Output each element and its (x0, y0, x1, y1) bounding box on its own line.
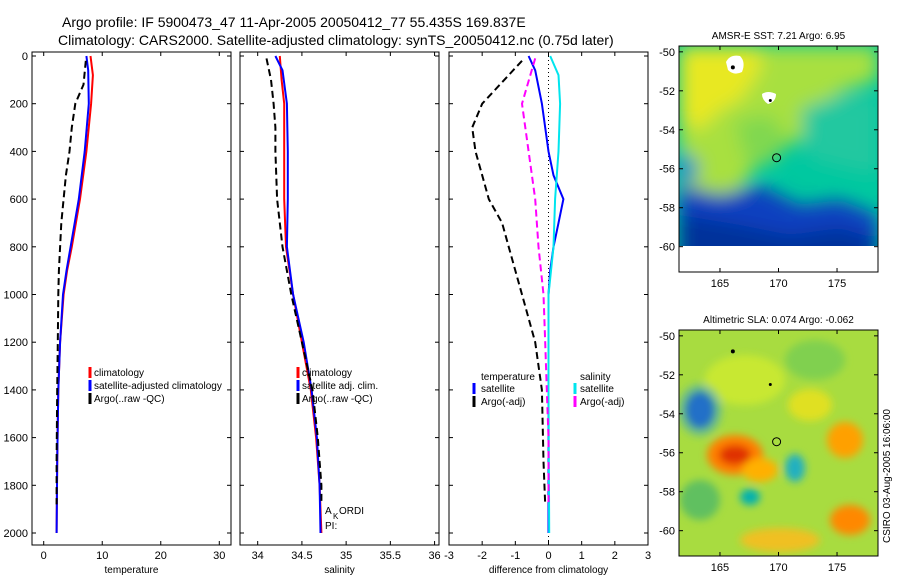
x-tick-label: 3 (645, 550, 651, 562)
series-line-argo-raw-qc (265, 58, 323, 505)
x-tick-label: 2 (612, 550, 618, 562)
x-tick-label: -1 (510, 550, 520, 562)
y-tick-label: 1000 (4, 290, 28, 302)
map-x-tick-label: 165 (711, 562, 729, 574)
argo-track-dot (730, 65, 735, 70)
y-tick-label: 1600 (4, 433, 28, 445)
y-tick-label: 1200 (4, 337, 28, 349)
map-y-tick-label: -52 (659, 370, 675, 382)
y-tick-label: 2000 (4, 528, 28, 540)
legend-label: climatology (94, 368, 144, 379)
map-y-tick-label: -52 (659, 86, 675, 98)
map-x-tick-label: 165 (711, 278, 729, 290)
legend-label: Argo(..raw -QC) (94, 394, 165, 405)
series-line-salinity-satellite (547, 55, 562, 534)
annotation-pi: PI: (325, 521, 337, 532)
legend-heading: salinity (580, 372, 611, 383)
map-x-tick-label: 170 (769, 278, 787, 290)
plot-frame (31, 51, 232, 546)
sst-map (678, 45, 879, 273)
sst-map-field (679, 46, 878, 272)
argo-position-marker (772, 437, 782, 447)
map-y-tick-label: -56 (659, 448, 675, 460)
map-x-tick-label: 175 (828, 562, 846, 574)
map-x-tick-label: 170 (769, 562, 787, 574)
series-line-temperature-argo-adj (471, 60, 547, 505)
legend-label: Argo(..raw -QC) (302, 394, 373, 405)
credit-text: CSIRO 03-Aug-2005 16:06:00 (882, 409, 893, 543)
difference-panel: -3 -2 -1 0 1 2 3 difference from climatology tem… (444, 51, 651, 576)
legend-label: Argo(-adj) (580, 397, 624, 408)
plot-frame (239, 51, 440, 546)
argo-track-dot (768, 99, 772, 103)
legend-label: Argo(-adj) (481, 397, 525, 408)
map-y-tick-label: -60 (659, 242, 675, 254)
map-y-tick-label: -58 (659, 203, 675, 215)
y-tick-label: 200 (10, 99, 28, 111)
y-tick-label: 1400 (4, 385, 28, 397)
legend-label: satellite-adjusted climatology (94, 381, 222, 392)
y-tick-label: 0 (22, 51, 28, 63)
y-tick-label: 400 (10, 146, 28, 158)
sla-map-field (679, 330, 878, 556)
map-y-tick-label: -54 (659, 125, 675, 137)
argo-track-dot (730, 349, 735, 354)
temperature-panel: 0 10 20 30 0 200 400 600 800 1000 1200 1400 1600 1800… (4, 51, 232, 576)
x-axis-label: difference from climatology (489, 565, 608, 576)
y-tick-label: 600 (10, 194, 28, 206)
x-tick-label: 36 (428, 550, 440, 562)
legend-label: satellite (481, 384, 515, 395)
series-line-satellite-adj-clim (274, 55, 322, 534)
legend-label: satellite (580, 384, 614, 395)
legend-heading: temperature (481, 372, 535, 383)
map-y-tick-label: -58 (659, 487, 675, 499)
x-tick-label: 20 (155, 550, 167, 562)
x-tick-label: -3 (444, 550, 454, 562)
x-tick-label: 35 (340, 550, 352, 562)
annotation-ordi: ORDI (339, 506, 364, 517)
x-tick-label: 34.5 (291, 550, 312, 562)
map-y-tick-label: -56 (659, 164, 675, 176)
map-axes: AMSR-E SST: 7.21 Argo: 6.95 165 170 175 -50 -… (659, 31, 878, 574)
y-tick-label: 1800 (4, 480, 28, 492)
y-tick-label: 800 (10, 242, 28, 254)
x-axis-label: temperature (105, 565, 159, 576)
x-tick-label: 1 (579, 550, 585, 562)
x-tick-label: 35.5 (380, 550, 401, 562)
argo-track-dot (768, 383, 772, 387)
salinity-panel: 34 34.5 35 35.5 36 salinity climatology satelli… (239, 51, 441, 576)
figure-title-line1: Argo profile: IF 5900473_47 11-Apr-2005 … (62, 14, 526, 30)
x-tick-label: 30 (213, 550, 225, 562)
legend-label: satellite adj. clim. (302, 381, 378, 392)
annotation-k: K (333, 512, 339, 521)
x-tick-label: 34 (252, 550, 264, 562)
figure-title-line2: Climatology: CARS2000. Satellite-adjuste… (58, 32, 614, 48)
map-y-tick-label: -54 (659, 409, 675, 421)
map-y-tick-label: -50 (659, 47, 675, 59)
legend-label: climatology (302, 368, 352, 379)
map-y-tick-label: -50 (659, 331, 675, 343)
series-line-salinity-argo-adj (520, 58, 550, 505)
argo-position-marker (772, 153, 782, 163)
series-line-satellite-adjusted-climatology (55, 55, 90, 534)
x-tick-label: 0 (545, 550, 551, 562)
sla-map (678, 329, 879, 557)
x-axis-label: salinity (324, 565, 355, 576)
map-title: Altimetric SLA: 0.074 Argo: -0.062 (703, 315, 854, 326)
map-title: AMSR-E SST: 7.21 Argo: 6.95 (712, 31, 846, 42)
x-tick-label: 10 (96, 550, 108, 562)
map-y-tick-label: -60 (659, 526, 675, 538)
x-tick-label: -2 (477, 550, 487, 562)
map-x-tick-label: 175 (828, 278, 846, 290)
x-tick-label: 0 (41, 550, 47, 562)
annotation-a: A (325, 506, 332, 517)
